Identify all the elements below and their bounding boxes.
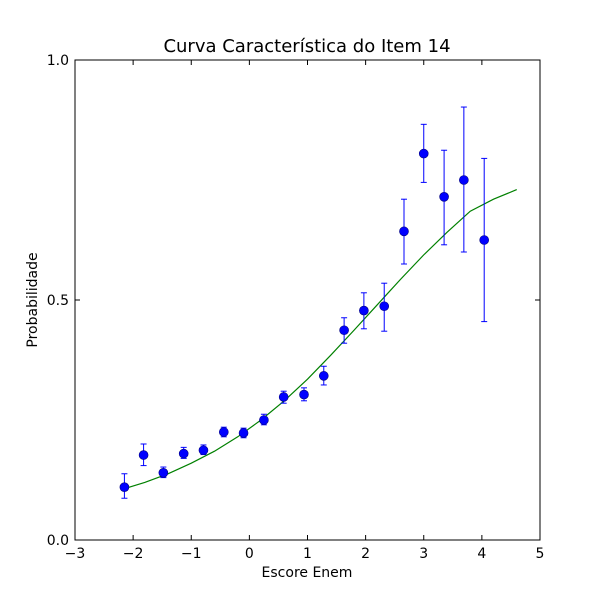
data-points-layer: [119, 148, 490, 493]
data-point: [299, 389, 309, 400]
data-point: [158, 467, 169, 478]
chart-title: Curva Característica do Item 14: [163, 36, 450, 57]
x-axis-title: Escore Enem: [262, 565, 353, 581]
data-point: [219, 427, 229, 437]
y-tick-label: 0.0: [47, 533, 69, 549]
data-point: [379, 301, 390, 312]
y-axis-title: Probabilidade: [25, 252, 41, 347]
x-tick-label: −2: [123, 546, 144, 562]
x-tick-label: −3: [65, 546, 86, 562]
fitted-curve-layer: [121, 189, 517, 491]
data-point: [138, 450, 149, 460]
x-tick-label: 5: [536, 546, 545, 562]
data-point: [439, 192, 449, 202]
y-tick-label: 1.0: [47, 53, 69, 69]
data-point: [119, 482, 130, 493]
data-point: [198, 445, 209, 456]
x-tick-label: 0: [245, 546, 254, 562]
x-tick-label: −1: [181, 546, 202, 562]
x-tick-label: 3: [419, 546, 428, 562]
fitted-curve-line: [121, 189, 517, 491]
data-point: [418, 148, 429, 159]
data-point: [399, 226, 409, 237]
x-tick-label: 4: [477, 546, 486, 562]
data-point: [459, 175, 469, 185]
plot-area: −3 −2 −1 0 1 2 3 4 5 0.0 0.5 1.0: [47, 53, 545, 562]
x-tick-label: 2: [361, 546, 370, 562]
x-tick-label: 1: [303, 546, 312, 562]
data-point: [178, 448, 189, 459]
data-point: [238, 428, 249, 438]
tick-layer: −3 −2 −1 0 1 2 3 4 5 0.0 0.5 1.0: [47, 53, 545, 562]
data-point: [259, 415, 269, 425]
data-point: [339, 325, 349, 336]
data-point: [318, 371, 329, 381]
data-point: [479, 235, 490, 245]
plot-frame: [74, 59, 541, 541]
data-point: [278, 392, 289, 402]
data-point: [359, 305, 369, 316]
y-tick-label: 0.5: [47, 293, 69, 309]
